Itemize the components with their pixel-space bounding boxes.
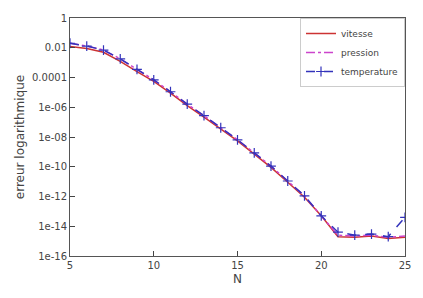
svg-text:1e-06: 1e-06 — [38, 102, 67, 113]
svg-text:5: 5 — [67, 260, 73, 271]
svg-text:25: 25 — [399, 260, 412, 271]
svg-text:erreur logarithmique: erreur logarithmique — [13, 75, 27, 199]
svg-text:pression: pression — [341, 48, 379, 58]
svg-text:0.0001: 0.0001 — [32, 72, 67, 83]
svg-text:0.01: 0.01 — [45, 42, 67, 53]
svg-text:1e-14: 1e-14 — [38, 221, 67, 232]
svg-text:1e-08: 1e-08 — [38, 132, 67, 143]
svg-text:vitesse: vitesse — [341, 29, 373, 39]
svg-text:15: 15 — [231, 260, 244, 271]
svg-text:1: 1 — [61, 13, 67, 24]
svg-text:temperature: temperature — [341, 67, 398, 77]
svg-text:10: 10 — [147, 260, 160, 271]
svg-text:1e-12: 1e-12 — [38, 191, 67, 202]
svg-text:20: 20 — [315, 260, 328, 271]
svg-text:N: N — [233, 272, 242, 286]
svg-text:1e-16: 1e-16 — [38, 251, 67, 262]
svg-text:1e-10: 1e-10 — [38, 161, 67, 172]
